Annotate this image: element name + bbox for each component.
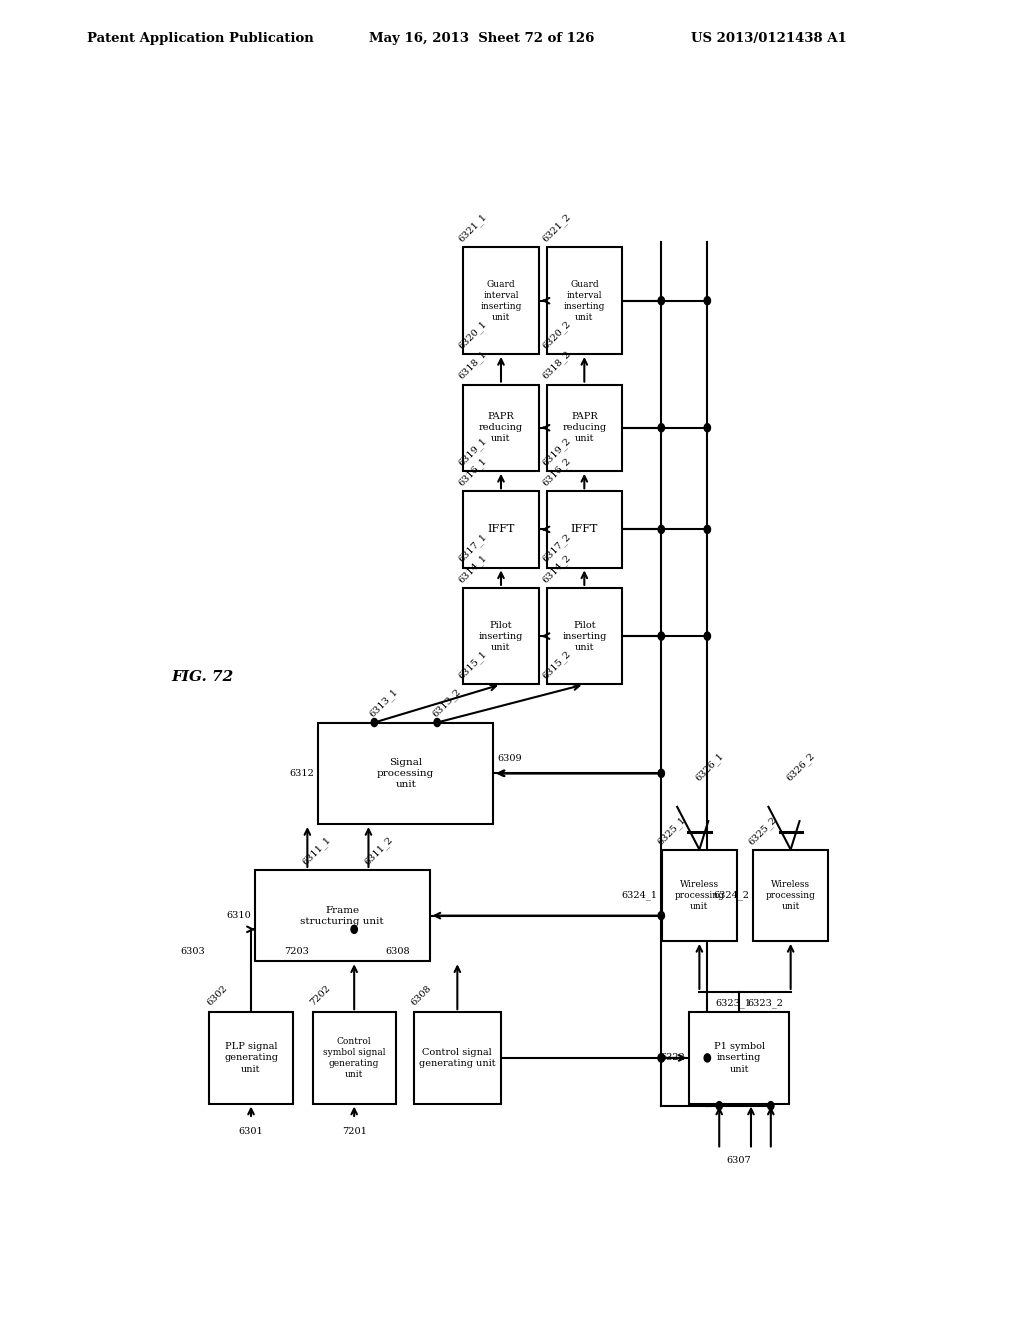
Text: 6324_1: 6324_1 [622,891,657,900]
Text: 7203: 7203 [284,948,308,956]
Circle shape [705,424,711,432]
Text: Frame
structuring unit: Frame structuring unit [300,906,384,925]
Circle shape [658,525,665,533]
Text: PAPR
reducing
unit: PAPR reducing unit [479,412,523,444]
Text: Wireless
processing
unit: Wireless processing unit [766,879,815,911]
Text: 6315_2: 6315_2 [541,649,572,681]
Text: 6317_1: 6317_1 [457,532,489,565]
Text: 6308: 6308 [410,983,433,1007]
Text: Pilot
inserting
unit: Pilot inserting unit [562,620,606,652]
Text: 7202: 7202 [308,983,333,1007]
Text: 6325_2: 6325_2 [746,814,779,846]
Text: Pilot
inserting
unit: Pilot inserting unit [479,620,523,652]
Text: 6318_1: 6318_1 [457,350,489,381]
Circle shape [658,632,665,640]
Text: 6322: 6322 [660,1053,685,1063]
Text: 6321_2: 6321_2 [541,213,572,244]
Circle shape [716,1102,722,1110]
Text: Patent Application Publication: Patent Application Publication [87,32,313,45]
Text: 6313_2: 6313_2 [431,688,463,719]
Circle shape [705,525,711,533]
Text: 6311_2: 6311_2 [362,834,394,867]
Circle shape [705,1053,711,1063]
Circle shape [658,297,665,305]
Text: 6317_2: 6317_2 [541,532,572,565]
Text: May 16, 2013  Sheet 72 of 126: May 16, 2013 Sheet 72 of 126 [369,32,594,45]
Text: 6313_1: 6313_1 [368,688,400,719]
FancyBboxPatch shape [547,384,622,471]
FancyBboxPatch shape [255,870,430,961]
Text: IFFT: IFFT [570,524,598,535]
Text: 6312: 6312 [290,768,314,777]
FancyBboxPatch shape [547,247,622,354]
Text: 6321_1: 6321_1 [457,213,489,244]
Circle shape [658,912,665,920]
Text: 6308: 6308 [385,948,410,956]
Text: Guard
interval
inserting
unit: Guard interval inserting unit [563,280,605,322]
Text: 6319_2: 6319_2 [541,436,572,467]
Text: 6301: 6301 [239,1127,263,1137]
Circle shape [658,1053,665,1063]
Text: US 2013/0121438 A1: US 2013/0121438 A1 [691,32,847,45]
Text: Control
symbol signal
generating
unit: Control symbol signal generating unit [323,1036,385,1078]
FancyBboxPatch shape [414,1012,501,1104]
Circle shape [434,718,440,726]
Text: 6320_2: 6320_2 [541,319,572,351]
Text: 6314_2: 6314_2 [541,553,572,585]
FancyBboxPatch shape [547,491,622,568]
Text: Signal
processing
unit: Signal processing unit [377,758,434,789]
Text: Guard
interval
inserting
unit: Guard interval inserting unit [480,280,521,322]
FancyBboxPatch shape [463,384,539,471]
Text: P1 symbol
inserting
unit: P1 symbol inserting unit [714,1043,765,1073]
Circle shape [351,925,357,933]
Text: 6323_2: 6323_2 [748,998,783,1008]
Circle shape [768,1102,774,1110]
Circle shape [658,424,665,432]
FancyBboxPatch shape [547,587,622,684]
Text: Wireless
processing
unit: Wireless processing unit [675,879,724,911]
Text: IFFT: IFFT [487,524,515,535]
Text: 6315_1: 6315_1 [457,649,489,681]
Text: PLP signal
generating
unit: PLP signal generating unit [224,1043,278,1073]
Text: 6316_2: 6316_2 [541,455,572,488]
FancyBboxPatch shape [689,1012,788,1104]
Text: 6309: 6309 [497,754,521,763]
Text: 6314_1: 6314_1 [457,553,489,585]
Text: 6316_1: 6316_1 [457,455,489,488]
Circle shape [705,632,711,640]
Text: 6320_1: 6320_1 [457,319,489,351]
Text: 6323_1: 6323_1 [715,998,752,1008]
FancyBboxPatch shape [463,491,539,568]
Circle shape [658,1053,665,1063]
FancyBboxPatch shape [312,1012,396,1104]
FancyBboxPatch shape [753,850,828,941]
Text: 6302: 6302 [206,983,229,1007]
FancyBboxPatch shape [662,850,737,941]
Text: 6326_1: 6326_1 [693,751,725,784]
FancyBboxPatch shape [318,722,494,824]
Text: 6325_1: 6325_1 [655,814,687,846]
FancyBboxPatch shape [463,587,539,684]
Text: 6324_2: 6324_2 [713,891,749,900]
Text: Control signal
generating unit: Control signal generating unit [419,1048,496,1068]
Text: PAPR
reducing
unit: PAPR reducing unit [562,412,606,444]
Text: 6319_1: 6319_1 [457,436,489,467]
Circle shape [705,297,711,305]
Text: 7201: 7201 [342,1127,367,1137]
FancyBboxPatch shape [463,247,539,354]
Text: 6326_2: 6326_2 [784,751,816,784]
Text: 6311_1: 6311_1 [301,834,333,867]
Text: 6307: 6307 [727,1155,752,1164]
Circle shape [658,770,665,777]
FancyBboxPatch shape [209,1012,293,1104]
Circle shape [371,718,378,726]
Text: 6303: 6303 [180,948,206,956]
Text: 6310: 6310 [226,911,251,920]
Text: FIG. 72: FIG. 72 [172,669,233,684]
Text: 6318_2: 6318_2 [541,350,572,381]
